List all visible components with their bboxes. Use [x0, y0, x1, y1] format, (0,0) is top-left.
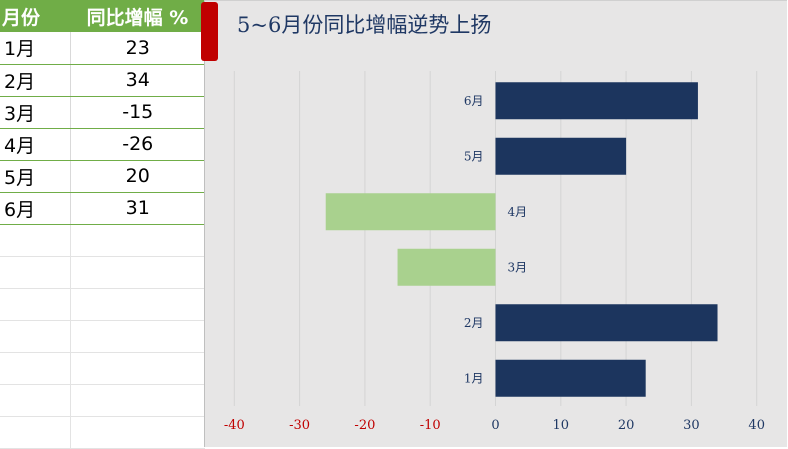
bar [495, 82, 698, 120]
x-tick-label: -40 [224, 418, 245, 433]
category-label: 5月 [464, 149, 484, 163]
table-row: 1月 23 [0, 32, 205, 65]
bar [325, 193, 496, 231]
x-tick-label: 20 [618, 418, 635, 433]
empty-cell[interactable] [70, 224, 205, 257]
x-tick-label: -10 [420, 418, 441, 433]
cell-month[interactable]: 2月 [0, 64, 71, 97]
chart-area[interactable]: 5~6月份同比增幅逆势上扬 1月 2月 3月 4月 5月 6月 -40 -30 -20 -10 0 1… [204, 0, 787, 447]
cell-value[interactable]: 20 [70, 160, 205, 193]
header-growth[interactable]: 同比增幅 % [70, 0, 205, 32]
cell-value[interactable]: 31 [70, 192, 205, 225]
x-tick-label: -30 [289, 418, 310, 433]
bar [397, 248, 496, 286]
empty-cell[interactable] [0, 256, 71, 289]
empty-row [0, 256, 205, 289]
cell-month[interactable]: 4月 [0, 128, 71, 161]
cell-month[interactable]: 5月 [0, 160, 71, 193]
cell-value[interactable]: -15 [70, 96, 205, 129]
chart-title: 5~6月份同比增幅逆势上扬 [237, 13, 492, 37]
x-tick-label: 10 [553, 418, 570, 433]
empty-row [0, 224, 205, 257]
bar-chart: 1月 2月 3月 4月 5月 6月 -40 -30 -20 -10 0 10 20 30 40 [224, 71, 765, 433]
category-label: 3月 [508, 260, 528, 274]
empty-cell[interactable] [70, 288, 205, 321]
empty-cell[interactable] [0, 384, 71, 417]
empty-cell[interactable] [0, 320, 71, 353]
empty-cell[interactable] [0, 224, 71, 257]
data-table: 月份 同比增幅 % 1月 23 2月 34 3月 -15 4月 -26 5月 [0, 0, 205, 449]
header-month[interactable]: 月份 [0, 0, 70, 32]
category-label: 1月 [464, 371, 484, 385]
empty-row [0, 320, 205, 353]
empty-row [0, 352, 205, 385]
cell-value[interactable]: 34 [70, 64, 205, 97]
table-row: 2月 34 [0, 64, 205, 97]
cell-month[interactable]: 6月 [0, 192, 71, 225]
table-row: 6月 31 [0, 192, 205, 225]
header-row: 月份 同比增幅 % [0, 0, 205, 32]
cell-value[interactable]: 23 [70, 32, 205, 65]
empty-cell[interactable] [0, 416, 71, 449]
spreadsheet: 月份 同比增幅 % 1月 23 2月 34 3月 -15 4月 -26 5月 [0, 0, 205, 449]
bar [495, 137, 627, 175]
empty-row [0, 288, 205, 321]
empty-row [0, 416, 205, 449]
category-label: 4月 [508, 205, 528, 219]
empty-cell[interactable] [0, 352, 71, 385]
empty-cell[interactable] [70, 416, 205, 449]
x-tick-label: 30 [683, 418, 700, 433]
cell-value[interactable]: -26 [70, 128, 205, 161]
empty-row [0, 384, 205, 417]
empty-cell[interactable] [70, 320, 205, 353]
table-row: 4月 -26 [0, 128, 205, 161]
cell-month[interactable]: 1月 [0, 32, 71, 65]
table-row: 3月 -15 [0, 96, 205, 129]
empty-cell[interactable] [70, 352, 205, 385]
bar [495, 359, 646, 397]
x-tick-label: 0 [491, 418, 499, 433]
chart-handle[interactable] [201, 2, 218, 61]
empty-cell[interactable] [0, 288, 71, 321]
bar [495, 304, 718, 342]
x-tick-label: 40 [748, 418, 765, 433]
category-label: 2月 [464, 316, 484, 330]
cell-month[interactable]: 3月 [0, 96, 71, 129]
empty-cell[interactable] [70, 256, 205, 289]
x-tick-label: -20 [354, 418, 375, 433]
table-row: 5月 20 [0, 160, 205, 193]
empty-cell[interactable] [70, 384, 205, 417]
category-label: 6月 [464, 94, 484, 108]
